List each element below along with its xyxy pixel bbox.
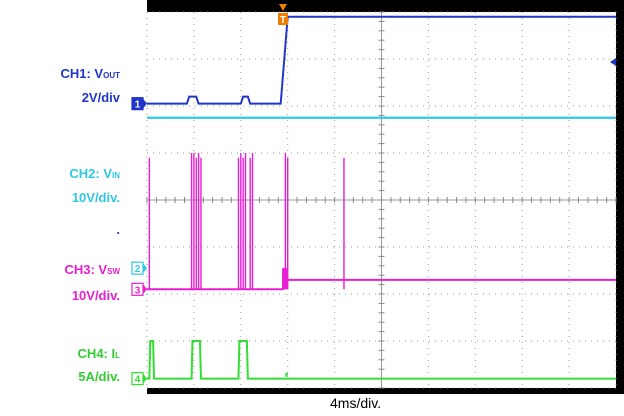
ch3-scale: 10V/div. [71, 288, 120, 303]
x-axis-label: 4ms/div. [330, 395, 382, 411]
ch2-sub: IN [112, 171, 120, 180]
ch1-sub: OUT [103, 71, 120, 80]
ch4-scale: 5A/div. [78, 369, 120, 384]
channel-marker-label: 2 [135, 264, 141, 275]
ch2-label: CH2: VIN [69, 166, 120, 184]
channel-marker-arrow [143, 98, 147, 109]
channel-marker-label: 1 [135, 100, 141, 111]
ch4-name: CH4: I [77, 346, 116, 361]
ch1-label: CH1: VOUT [60, 66, 120, 84]
ch3-label: CH3: VSW [64, 262, 120, 280]
ch2-dot: . [116, 222, 120, 237]
ch1-trace [147, 15, 616, 105]
ch4-trace [147, 340, 616, 380]
channel-markers: 1 2 3 4 [131, 97, 147, 386]
marker-strip [129, 0, 147, 394]
channel-marker-arrow [143, 284, 147, 295]
ch4-sub: L [115, 351, 120, 360]
traces: T [147, 4, 616, 380]
ch1-level-arrow [610, 58, 616, 66]
graticule [146, 11, 617, 389]
channel-marker-label: 4 [135, 375, 141, 386]
trigger-label: T [280, 15, 286, 26]
ch2-name: CH2: V [69, 166, 112, 181]
ch1-scale: 2V/div [81, 90, 120, 105]
ch3-ringing [282, 268, 288, 290]
ch1-name: CH1: V [60, 66, 104, 81]
trigger-marker [278, 13, 289, 25]
ch3-sub: SW [107, 267, 120, 276]
ch4-label: CH4: IL [78, 346, 120, 364]
channel-marker-label: 3 [135, 285, 141, 296]
ch2-scale: 10V/div. [71, 190, 120, 205]
trigger-arrow [279, 4, 288, 11]
channel-marker-arrow [143, 373, 147, 384]
channel-marker-arrow [143, 263, 147, 274]
ch3-name: CH3: V [64, 262, 108, 277]
